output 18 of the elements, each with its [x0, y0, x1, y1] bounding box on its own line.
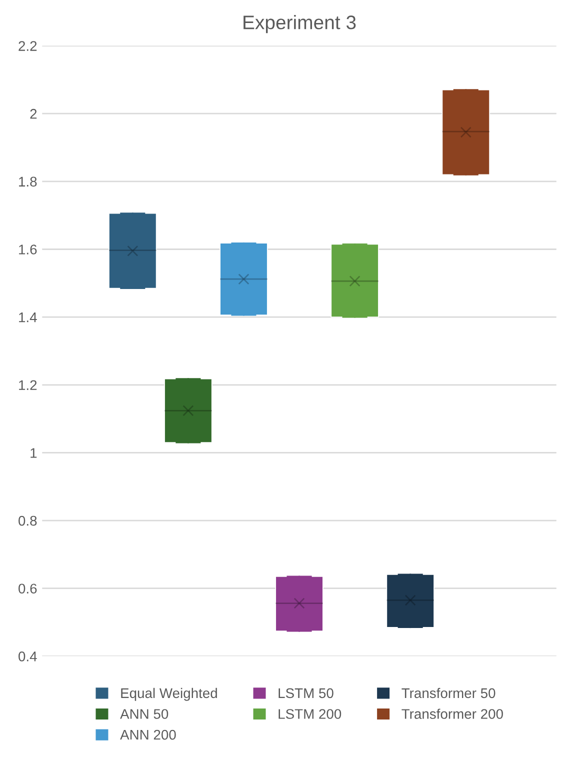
legend-label: Transformer 200 [402, 708, 503, 719]
y-tick-label: 2 [30, 108, 37, 119]
y-tick-label: 1.2 [19, 380, 37, 390]
y-tick-label: 1.8 [19, 176, 37, 187]
legend-label: ANN 200 [120, 730, 176, 740]
legend-label: LSTM 50 [278, 688, 334, 698]
y-tick-label: 2.2 [18, 41, 37, 51]
y-tick-label: 1.6 [19, 244, 37, 254]
legend-label: Transformer 50 [402, 688, 496, 698]
legend-label: LSTM 200 [278, 709, 342, 719]
y-tick-label: 0.6 [18, 584, 37, 594]
y-tick-label: 0.8 [18, 516, 37, 526]
legend-label: Equal Weighted [121, 688, 217, 701]
y-tick-label: 0.4 [18, 652, 37, 662]
chart-title: Experiment 3 [244, 15, 356, 34]
y-tick-label: 1 [30, 448, 37, 458]
legend-label: ANN 50 [120, 709, 168, 719]
y-tick-label: 1.4 [19, 312, 37, 322]
